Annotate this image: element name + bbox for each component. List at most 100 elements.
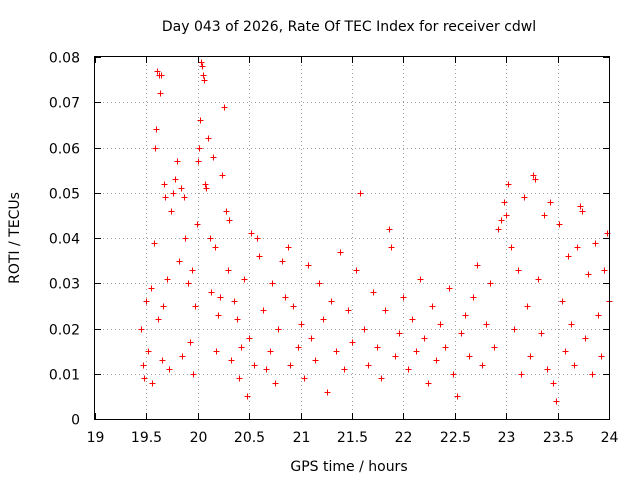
data-point — [159, 357, 166, 364]
data-point — [152, 145, 159, 152]
data-point — [562, 348, 569, 355]
data-point — [138, 326, 145, 333]
data-point — [202, 181, 209, 188]
data-point — [148, 285, 155, 292]
y-tick-label: 0.04 — [49, 232, 80, 248]
data-point — [374, 344, 381, 351]
data-point — [556, 221, 563, 228]
data-point — [215, 312, 222, 319]
data-point — [145, 348, 152, 355]
data-point — [378, 375, 385, 382]
data-point — [571, 362, 578, 369]
data-point — [501, 199, 508, 206]
data-point — [349, 339, 356, 346]
grid-lines — [95, 57, 609, 419]
x-tick-label: 20.5 — [234, 430, 265, 446]
y-tick-label: 0.02 — [49, 323, 80, 339]
data-point — [598, 353, 605, 360]
y-tick-label: 0.05 — [49, 187, 80, 203]
data-point — [207, 235, 214, 242]
data-point — [223, 208, 230, 215]
data-point — [199, 63, 206, 70]
x-tick-label: 23 — [498, 430, 516, 446]
data-point — [212, 244, 219, 251]
data-point — [328, 298, 335, 305]
data-point — [400, 294, 407, 301]
data-point — [527, 353, 534, 360]
data-point — [282, 294, 289, 301]
data-point — [592, 240, 599, 247]
data-point — [357, 190, 364, 197]
data-point — [208, 289, 215, 296]
data-point — [151, 240, 158, 247]
chart-title: Day 043 of 2026, Rate Of TEC Index for r… — [162, 19, 536, 35]
plot-frame — [94, 56, 610, 420]
data-point — [189, 267, 196, 274]
data-point — [263, 366, 270, 373]
data-point — [153, 126, 160, 133]
data-point — [174, 158, 181, 165]
axis-ticks — [95, 57, 610, 420]
data-point — [260, 307, 267, 314]
data-point — [585, 271, 592, 278]
x-tick-label: 22.5 — [440, 430, 471, 446]
data-point — [185, 280, 192, 287]
data-point — [290, 303, 297, 310]
data-point — [194, 221, 201, 228]
data-point — [370, 289, 377, 296]
data-point — [157, 90, 164, 97]
data-point — [503, 212, 510, 219]
data-point — [158, 72, 165, 79]
data-point — [176, 258, 183, 265]
data-point — [166, 366, 173, 373]
data-point — [433, 357, 440, 364]
data-point — [140, 362, 147, 369]
data-point — [365, 362, 372, 369]
data-point — [316, 280, 323, 287]
data-point — [254, 235, 261, 242]
y-tick-label: 0.08 — [49, 51, 80, 67]
data-point — [320, 316, 327, 323]
data-point — [333, 348, 340, 355]
data-point — [217, 294, 224, 301]
data-point — [238, 344, 245, 351]
y-tick-label: 0 — [71, 413, 80, 429]
data-point — [197, 117, 204, 124]
data-point — [267, 348, 274, 355]
x-tick-label: 21 — [293, 430, 311, 446]
data-point — [241, 276, 248, 283]
y-tick-label: 0.01 — [49, 368, 80, 384]
data-point — [487, 280, 494, 287]
data-point — [388, 244, 395, 251]
data-point — [210, 154, 217, 161]
data-point — [244, 393, 251, 400]
data-point — [466, 353, 473, 360]
data-point — [382, 307, 389, 314]
data-point — [234, 316, 241, 323]
data-point — [226, 217, 233, 224]
x-tick-label: 21.5 — [337, 430, 368, 446]
data-point — [196, 145, 203, 152]
data-point — [530, 172, 537, 179]
data-point — [437, 321, 444, 328]
data-point — [595, 312, 602, 319]
data-point — [574, 244, 581, 251]
x-axis-tick-labels: 19 19.5 20 20.5 21 21.5 22 22.5 23 23.5 24 — [87, 430, 619, 446]
data-point — [201, 77, 208, 84]
data-point — [269, 280, 276, 287]
x-tick-label: 24 — [601, 430, 619, 446]
data-point — [541, 212, 548, 219]
data-point — [236, 375, 243, 382]
data-point — [409, 316, 416, 323]
data-point — [178, 185, 185, 192]
data-point — [231, 298, 238, 305]
y-tick-label: 0.07 — [49, 96, 80, 112]
x-axis-label: GPS time / hours — [290, 459, 407, 475]
data-point — [279, 258, 286, 265]
data-point — [483, 321, 490, 328]
data-point — [446, 285, 453, 292]
data-point — [392, 353, 399, 360]
data-point — [272, 380, 279, 387]
x-tick-label: 22 — [395, 430, 413, 446]
data-point — [524, 303, 531, 310]
